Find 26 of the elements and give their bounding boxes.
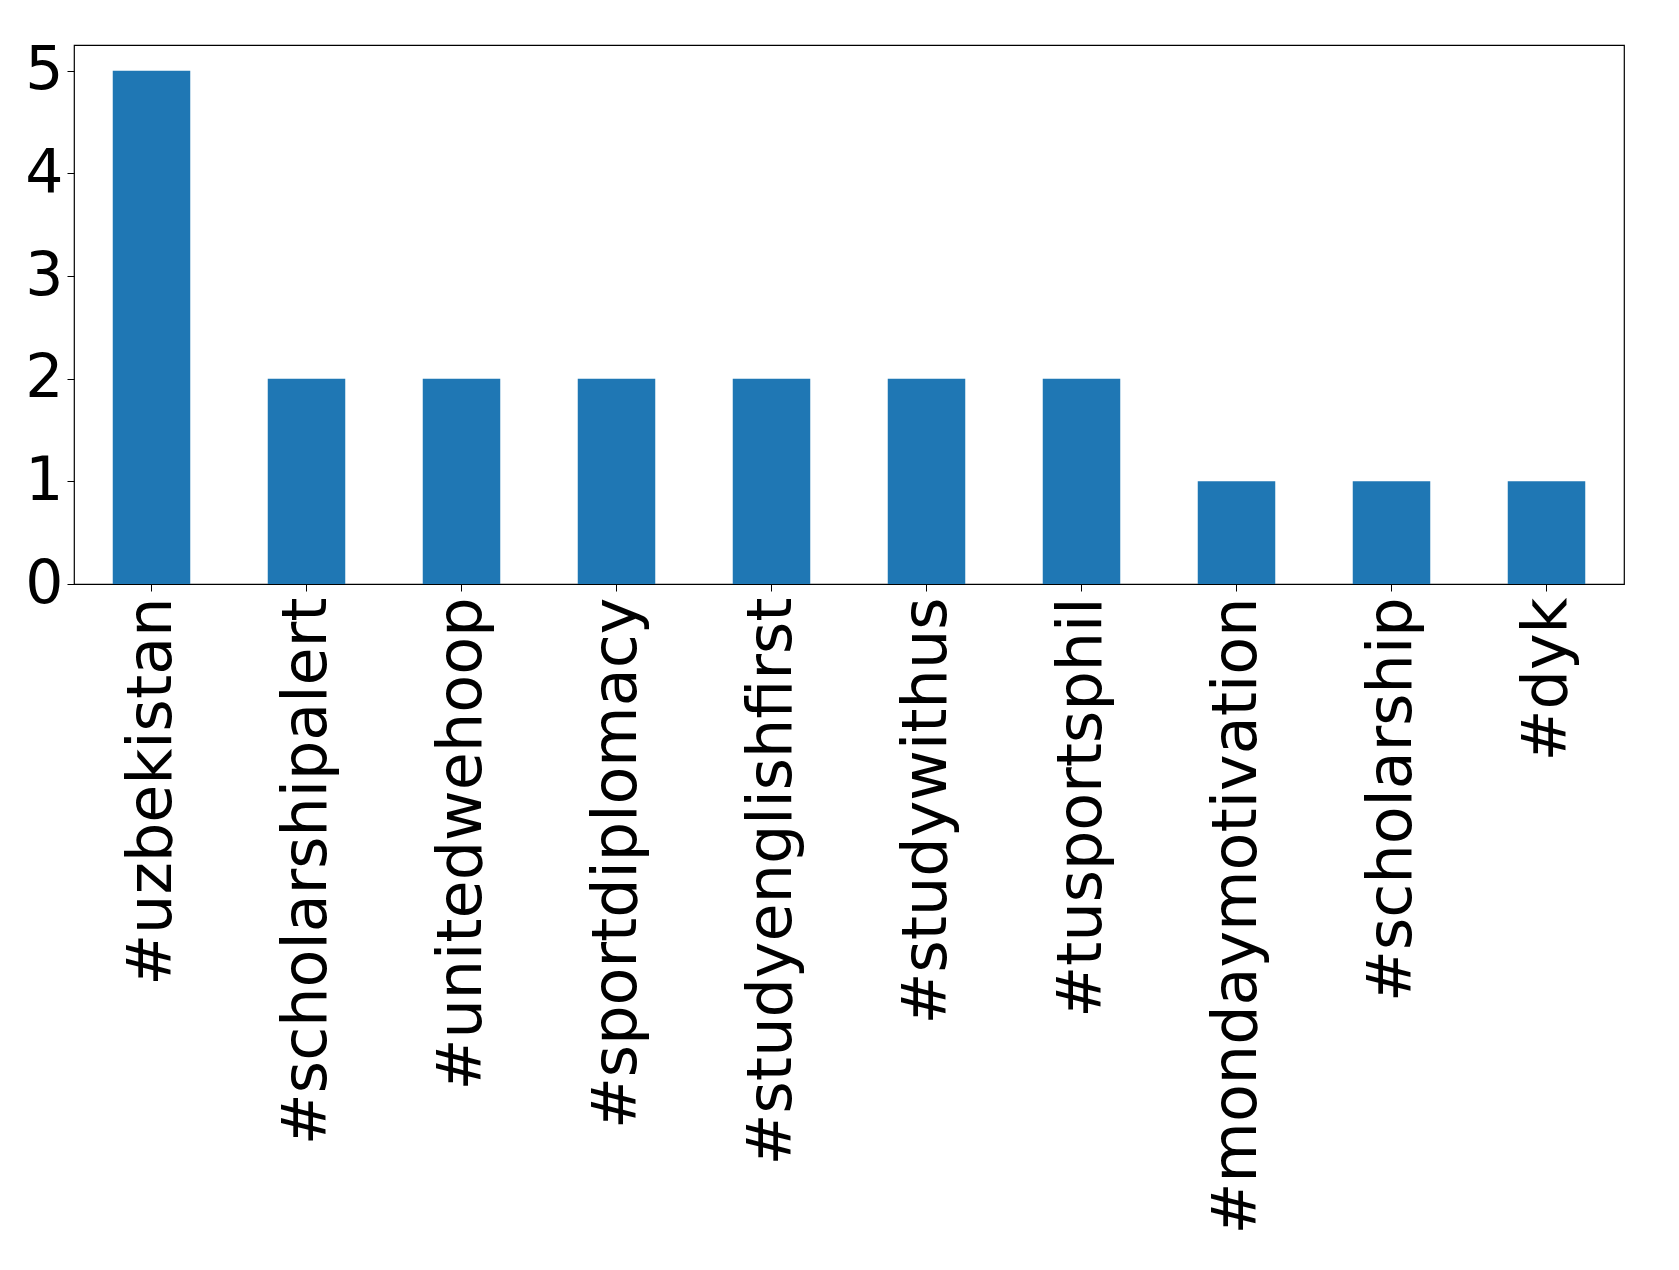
x-tick-label: #studywithus: [887, 597, 961, 1025]
x-tick-label: #sportdiplomacy: [577, 597, 651, 1130]
x-tick-label: #tusportsphil: [1042, 597, 1116, 1018]
y-tick-label: 2: [25, 341, 64, 412]
bar: [732, 378, 811, 584]
x-tick-label: #scholarship: [1352, 597, 1426, 1002]
y-tick-label: 1: [25, 443, 64, 514]
x-tick-label: #mondaymotivation: [1197, 597, 1271, 1235]
x-tick-label: #scholarshipalert: [267, 597, 341, 1146]
y-tick-label: 4: [25, 135, 64, 206]
bar: [422, 378, 501, 584]
bar: [577, 378, 656, 584]
x-tick-label: #uzbekistan: [112, 597, 186, 986]
bar: [1507, 481, 1586, 584]
bar: [1352, 481, 1431, 584]
x-tick-label: #studyenglishfirst: [732, 597, 806, 1166]
x-tick-label: #dyk: [1507, 597, 1581, 762]
x-tick-label: #unitedwehoop: [422, 597, 496, 1091]
y-tick-label: 0: [25, 546, 64, 617]
bar: [887, 378, 966, 584]
y-tick-label: 5: [25, 33, 64, 104]
bar: [112, 70, 191, 584]
bar: [267, 378, 346, 584]
y-tick-label: 3: [25, 238, 64, 309]
bar: [1042, 378, 1121, 584]
bar: [1197, 481, 1276, 584]
